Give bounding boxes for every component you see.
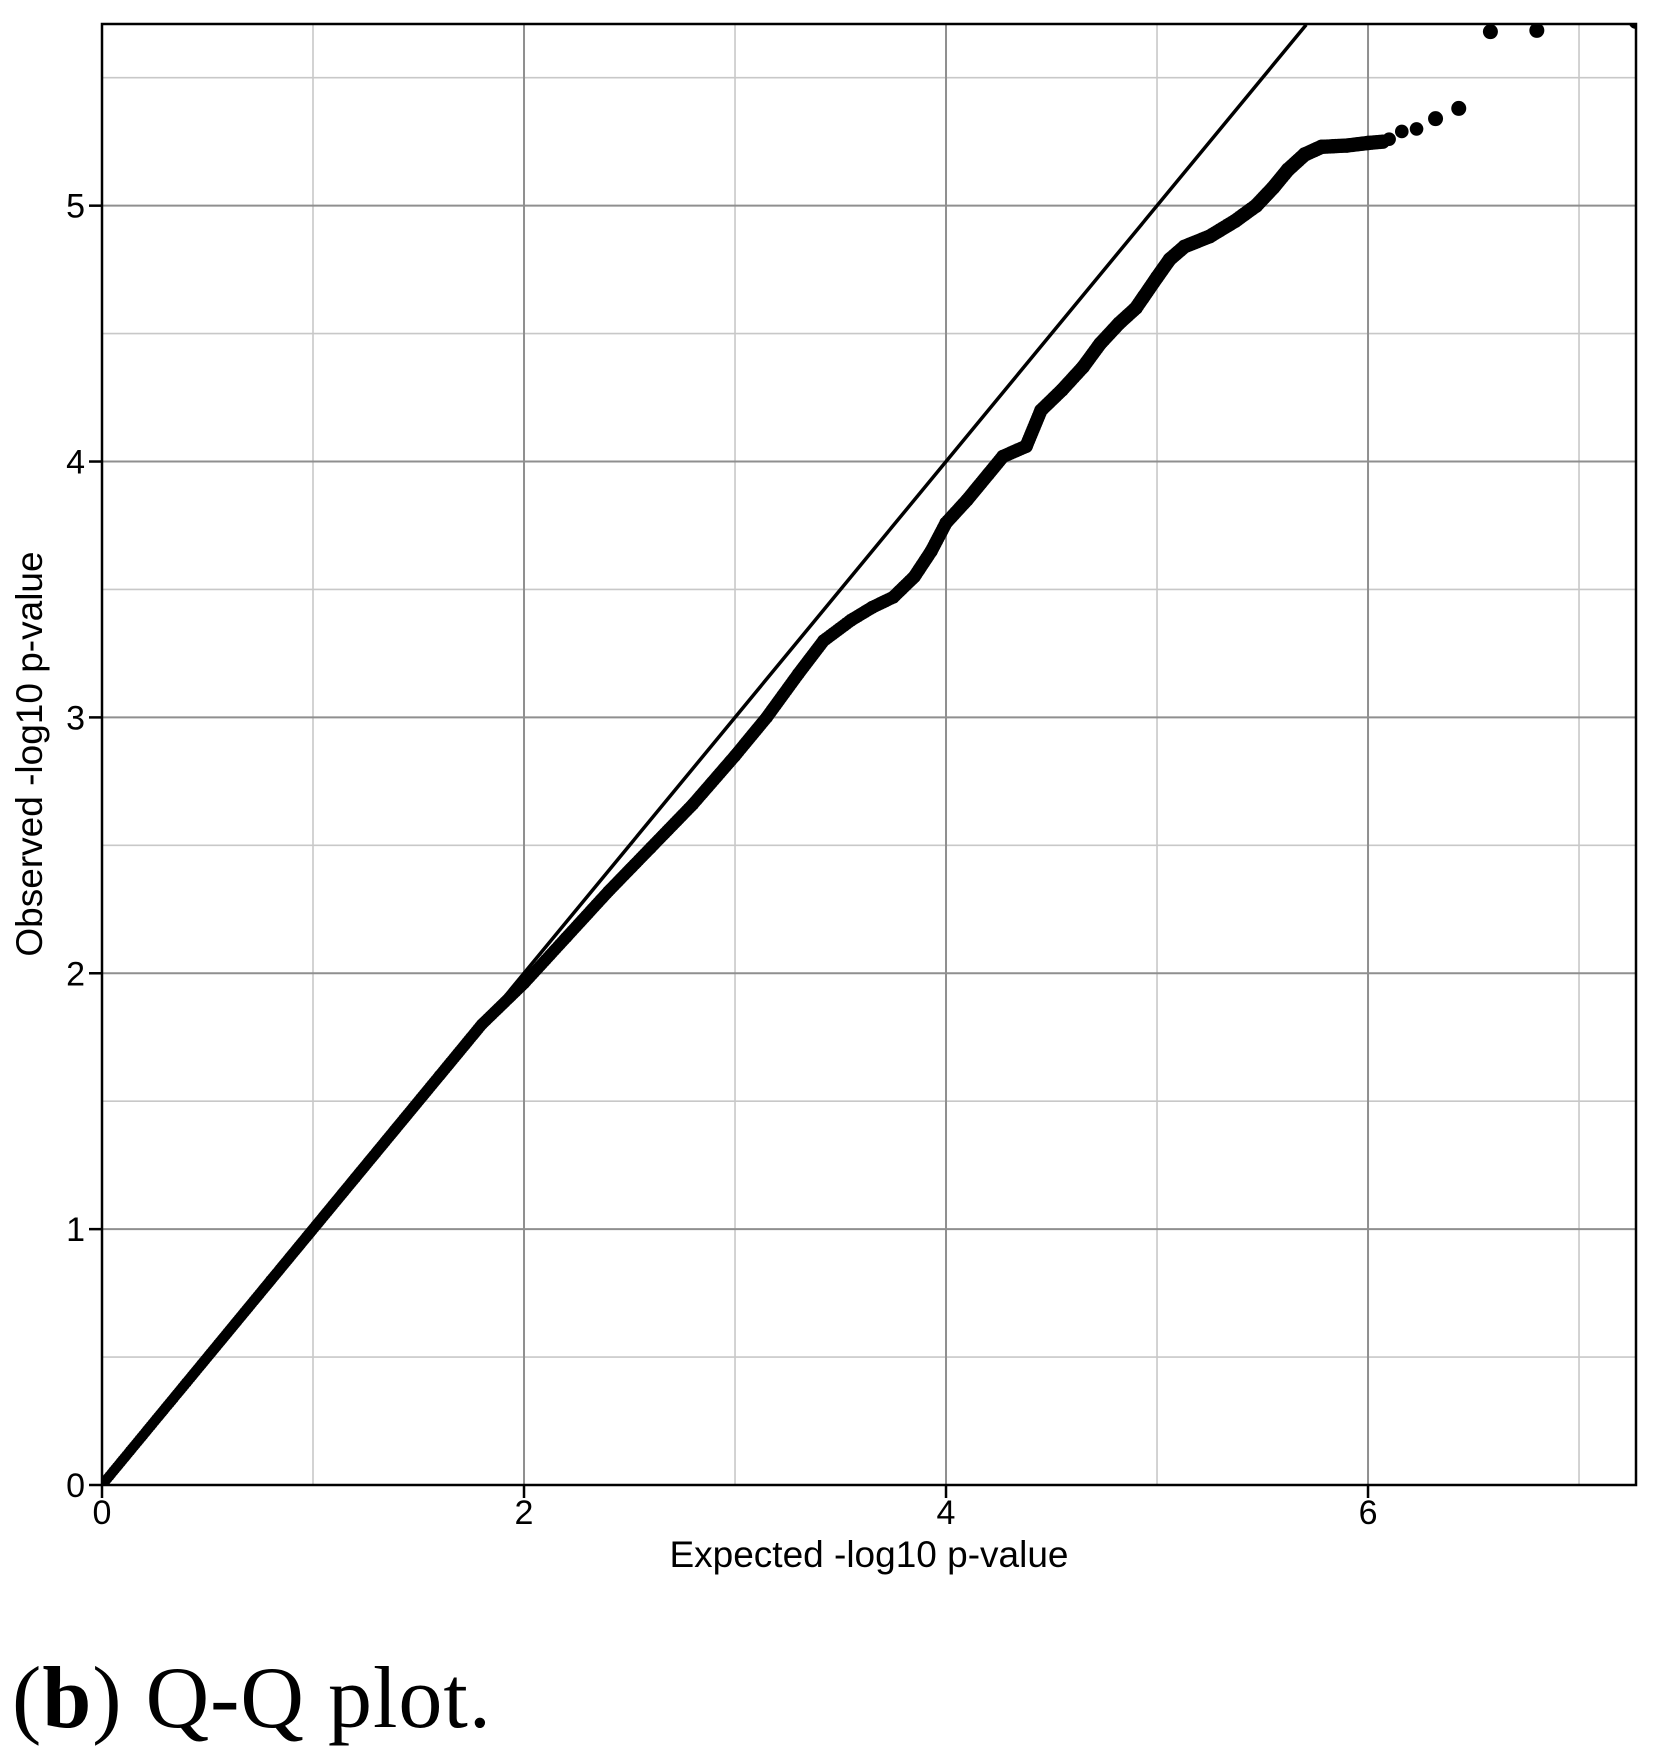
major-gridlines xyxy=(102,24,1636,1485)
x-axis-tick-labels: 0 2 4 6 xyxy=(93,1494,1378,1532)
caption-text: ) Q-Q plot. xyxy=(92,1650,492,1747)
x-tick-label: 4 xyxy=(937,1494,956,1532)
data-point xyxy=(1428,111,1444,127)
data-point xyxy=(1482,24,1498,40)
x-tick-label: 0 xyxy=(93,1494,112,1532)
axis-tick-marks xyxy=(89,204,1370,1498)
data-point xyxy=(1409,122,1424,136)
data-point xyxy=(1382,132,1396,146)
plot-panel-border xyxy=(100,22,1638,1487)
y-tick-label: 1 xyxy=(66,1211,85,1249)
figure-caption: (b) Q-Q plot. xyxy=(12,1648,492,1749)
y-tick-label: 5 xyxy=(66,188,85,226)
x-axis-title: Expected -log10 p-value xyxy=(669,1534,1068,1575)
y-axis-tick-labels: 0 1 2 3 4 5 xyxy=(66,188,85,1505)
y-tick-label: 4 xyxy=(66,444,85,482)
y-tick-label: 2 xyxy=(66,955,85,993)
x-tick-label: 6 xyxy=(1359,1494,1378,1532)
y-tick-label: 0 xyxy=(66,1467,85,1505)
qq-plot: 0 2 4 6 0 1 2 3 4 5 Expected -log10 p-value Obse… xyxy=(9,22,1638,1575)
observed-points-tail xyxy=(1382,24,1636,146)
data-point xyxy=(1451,100,1467,116)
y-axis-title: Observed -log10 p-value xyxy=(9,551,50,956)
data-point xyxy=(1394,124,1409,139)
observed-points-band xyxy=(102,134,1390,1485)
caption-panel-label: b xyxy=(42,1650,93,1747)
y-tick-label: 3 xyxy=(66,699,85,737)
x-tick-label: 2 xyxy=(515,1494,534,1532)
minor-gridlines xyxy=(102,24,1636,1485)
caption-paren-open: ( xyxy=(12,1650,43,1747)
data-point xyxy=(1529,24,1545,38)
